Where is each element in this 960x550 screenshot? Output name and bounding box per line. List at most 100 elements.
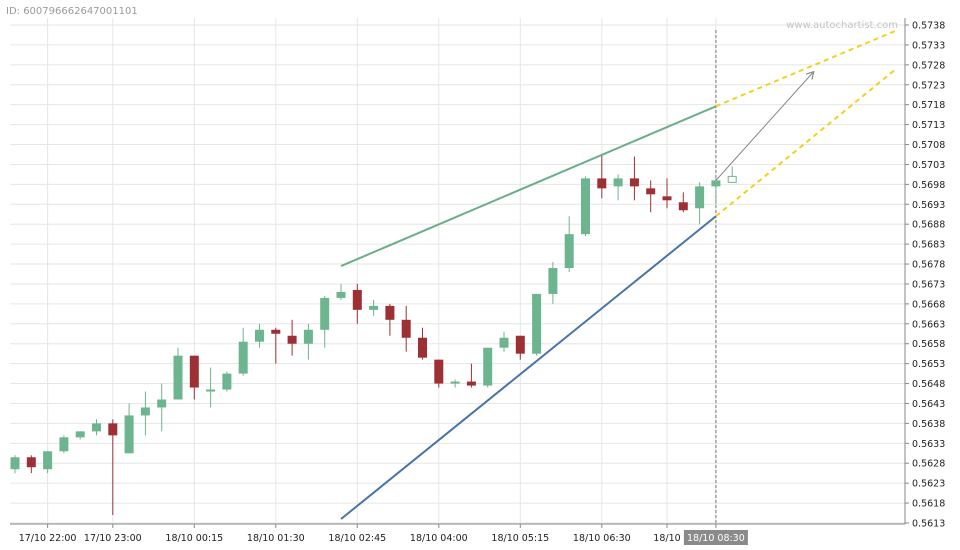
x-tick-label: 18/10 02:45 [328,533,386,544]
candle-body [124,415,134,454]
candle [581,176,590,237]
y-tick-label: 0.5618 [912,499,945,510]
y-tick-label: 0.5708 [912,140,945,151]
y-tick-label: 0.5713 [912,120,945,131]
candle-body [499,337,509,348]
candle [401,305,411,352]
candle-body [352,289,362,310]
candle [222,371,232,392]
x-axis-ticks: 17/10 22:00 17/10 23:00 18/10 00:15 18/10 0… [19,524,748,545]
forecast-lines [715,30,896,218]
candle [157,383,167,432]
candle-body [108,423,118,436]
cursor-time-label: 18/10 08:30 [687,533,745,544]
y-tick-label: 0.5633 [912,439,945,450]
candle-body [157,399,167,408]
y-tick-label: 0.5688 [912,220,945,231]
x-tick-label: 17/10 23:00 [84,533,142,544]
candle-body [727,175,737,183]
candle [678,192,688,213]
x-tick-label: 18/10 06:30 [573,533,631,544]
candle [711,178,721,205]
y-tick-label: 0.5623 [912,479,945,490]
y-tick-label: 0.5728 [912,60,945,71]
candle-body [255,329,264,342]
candle-body [320,297,330,330]
candle [124,403,134,454]
candle [466,363,476,388]
candle [629,156,639,201]
candle-body [336,291,346,298]
candle [515,335,525,360]
candle-body [466,381,476,386]
candle-body [646,188,656,195]
candle [10,455,20,474]
candle [695,182,705,225]
x-tick-label: 18/10 05:15 [491,533,549,544]
candle [450,379,460,388]
y-tick-label: 0.5733 [912,40,945,51]
candle-body [613,178,623,187]
forecast-line [715,30,896,108]
forecast-line [715,68,896,218]
candle-body [43,451,53,470]
candle-body [92,423,101,432]
candle-body [401,319,411,338]
candle [108,419,118,516]
candle [483,347,493,388]
candle-body [434,359,444,384]
candle [336,283,346,300]
candle-body [10,457,20,470]
y-tick-label: 0.5703 [912,160,945,171]
y-tick-label: 0.5668 [912,299,945,310]
y-tick-label: 0.5653 [912,359,945,370]
candle [548,262,558,304]
candle [564,216,574,273]
y-tick-label: 0.5738 [912,21,945,32]
candle [532,293,542,356]
candle-body [548,268,558,294]
candle [613,174,623,201]
candle [646,180,656,213]
trendlines [340,105,717,520]
candle-body [532,293,542,354]
candle [303,323,313,360]
candle [255,323,264,348]
y-tick-label: 0.5718 [912,100,945,111]
candle-body [515,335,525,354]
candle-body [450,381,460,384]
candle [173,347,183,400]
candle [271,327,281,364]
candle [499,331,509,352]
forecast-arrow [715,70,815,181]
y-tick-label: 0.5683 [912,240,945,251]
candle [189,355,199,400]
candle-body [483,347,493,386]
y-tick-label: 0.5648 [912,379,945,390]
candle [43,451,53,474]
y-tick-label: 0.5678 [912,260,945,271]
candle-body [711,180,721,187]
x-tick-label: 17/10 22:00 [19,533,77,544]
y-tick-label: 0.5673 [912,279,945,290]
candle-body [303,329,313,344]
y-axis-ticks: 0.5738 0.5733 0.5728 0.5723 0.5718 0.5713 0.57… [905,21,945,530]
y-tick-label: 0.5643 [912,399,945,410]
candle [238,327,248,376]
candle-body [206,389,216,392]
resistance-trendline [340,105,717,267]
candle-body [597,178,607,189]
candle-body [418,337,427,358]
candle [662,178,672,209]
candle-body [678,202,688,211]
candle [352,283,362,324]
candle-body [564,234,574,269]
x-tick-label: 18/10 04:00 [410,533,468,544]
x-tick-label: 18/10 00:15 [165,533,223,544]
candle [59,435,69,454]
support-trendline [340,215,717,520]
candle-body [238,341,248,374]
candle-body [59,437,69,452]
candlesticks [10,154,737,516]
watermark: www.autochartist.com [786,20,898,31]
